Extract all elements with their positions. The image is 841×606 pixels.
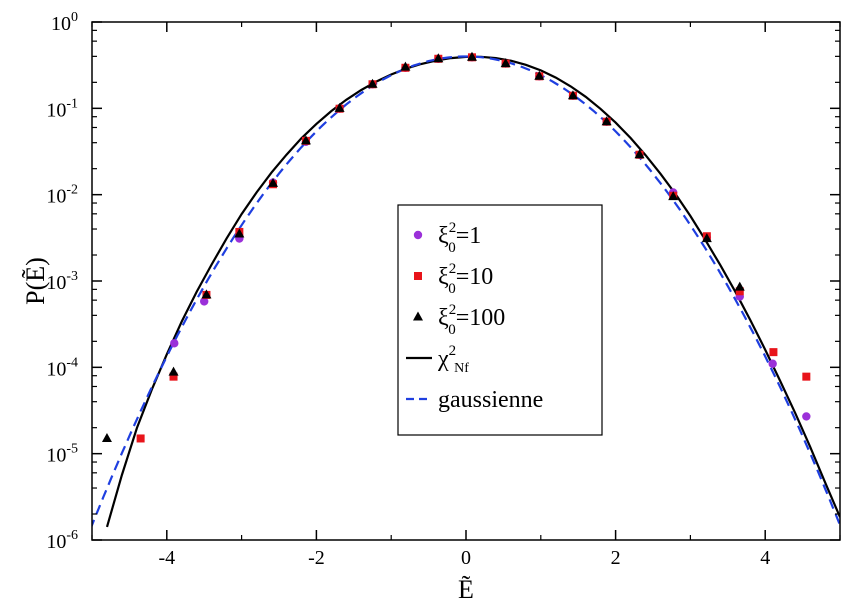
legend: ξ2 0=1 ξ2 0=10 ξ2 0=100 χ2 Nf gaussienne xyxy=(397,204,603,436)
y-tick-label: 10-2 xyxy=(46,183,78,208)
data-point xyxy=(768,359,777,368)
y-tick-label: 10-5 xyxy=(46,442,78,467)
data-point xyxy=(169,372,178,381)
data-point xyxy=(101,432,112,442)
markers-layer xyxy=(101,51,811,443)
data-point xyxy=(500,58,511,68)
x-tick-label: 0 xyxy=(461,547,471,569)
x-axis-label: Ẽ xyxy=(458,575,474,604)
data-point xyxy=(400,61,411,71)
data-point xyxy=(567,90,578,100)
y-tick-label: 100 xyxy=(51,10,78,35)
y-tick-label: 10-3 xyxy=(46,269,78,294)
y-tick-label: 10-1 xyxy=(46,96,78,121)
y-tick-label: 10-4 xyxy=(46,355,78,380)
data-point xyxy=(735,287,744,296)
legend-marker xyxy=(413,230,423,240)
data-point xyxy=(668,191,679,201)
legend-entry: ξ2 0=10 xyxy=(414,261,493,297)
legend-marker xyxy=(414,272,422,280)
data-point xyxy=(367,78,378,88)
legend-entry: χ2 Nf xyxy=(406,343,469,376)
legend-label: χ2 Nf xyxy=(437,343,469,376)
data-point xyxy=(634,149,645,159)
data-point xyxy=(701,233,712,243)
data-point xyxy=(200,297,209,306)
legend-entry: ξ2 0=100 xyxy=(413,302,505,338)
data-point xyxy=(268,177,279,187)
legend-label: ξ2 0=100 xyxy=(438,302,505,338)
legend-label: gaussienne xyxy=(438,387,543,413)
legend-box xyxy=(397,204,603,436)
data-point xyxy=(769,348,778,357)
y-tick-label: 10-6 xyxy=(46,528,78,553)
legend-label: ξ2 0=1 xyxy=(438,220,481,256)
y-axis-label: P(Ẽ) xyxy=(21,257,50,305)
y-axis-title: P(Ẽ) xyxy=(21,257,50,305)
data-point xyxy=(168,366,179,376)
legend-marker xyxy=(413,311,423,321)
y-axis: 100 10-1 10-2 10-3 10-4 10-5 10-6 xyxy=(46,10,840,553)
x-tick-label: 4 xyxy=(760,547,770,569)
data-point xyxy=(334,102,345,112)
legend-entry: ξ2 0=1 xyxy=(413,220,481,256)
gaussian-curve xyxy=(92,55,840,529)
data-point xyxy=(734,281,745,291)
data-point xyxy=(802,412,811,421)
legend-entry: gaussienne xyxy=(406,387,543,413)
data-point xyxy=(170,339,179,348)
data-point xyxy=(300,135,311,145)
data-point xyxy=(136,434,145,443)
data-point xyxy=(234,228,245,238)
data-point xyxy=(201,289,212,299)
legend-label: ξ2 0=10 xyxy=(438,261,493,297)
data-point xyxy=(534,70,545,80)
x-axis: -4 -2 0 2 4 xyxy=(91,22,841,569)
x-tick-label: 2 xyxy=(611,547,621,569)
data-point xyxy=(802,372,811,381)
data-point xyxy=(601,116,612,126)
data-point xyxy=(466,51,477,61)
x-tick-label: -4 xyxy=(158,547,175,569)
series-triangle xyxy=(101,51,745,442)
x-axis-title: Ẽ xyxy=(458,575,474,604)
x-tick-label: -2 xyxy=(308,547,325,569)
data-point xyxy=(433,53,444,63)
